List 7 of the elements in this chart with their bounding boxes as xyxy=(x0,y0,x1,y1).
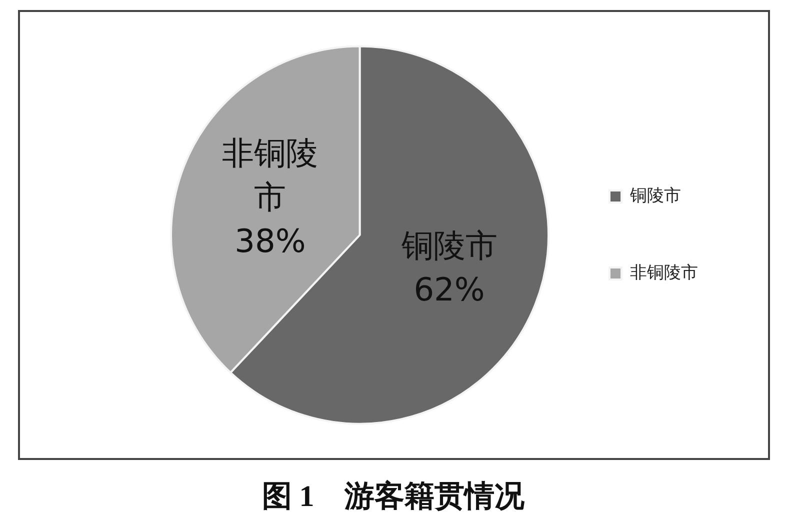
data-label: 38% xyxy=(234,222,306,260)
data-label: 62% xyxy=(414,270,485,309)
legend-label: 铜陵市 xyxy=(629,186,681,206)
legend-label: 非铜陵市 xyxy=(630,262,698,283)
slice-label: 非铜陵市 xyxy=(222,134,318,216)
text: 图 1 游客籍贯情况 xyxy=(260,478,526,515)
slice-label: 铜陵市 xyxy=(400,226,498,265)
